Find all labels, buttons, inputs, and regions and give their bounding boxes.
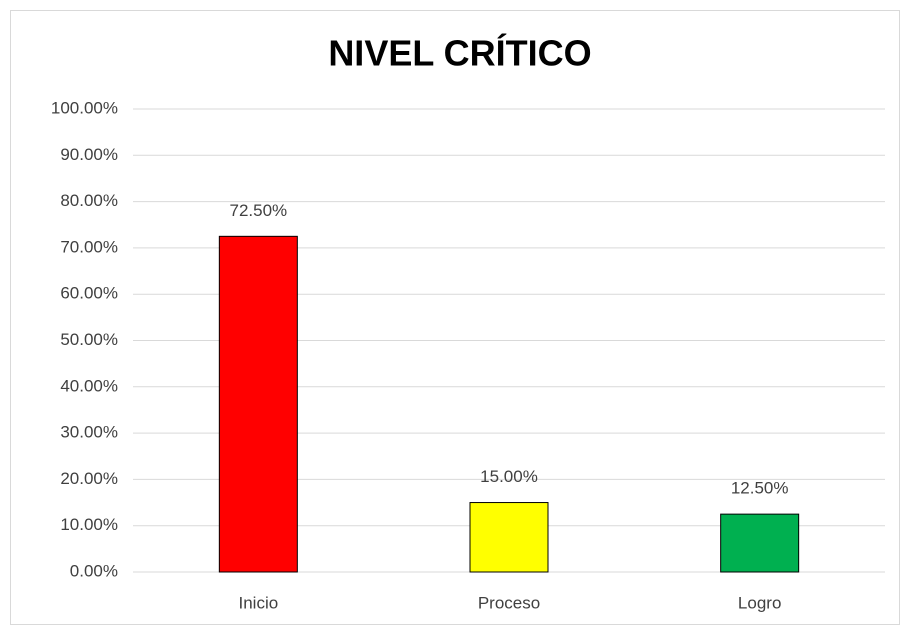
y-tick-label: 90.00% (60, 145, 118, 164)
y-tick-label: 0.00% (70, 561, 118, 580)
bar (218, 235, 298, 573)
y-tick-label: 40.00% (60, 376, 118, 395)
bar (720, 513, 800, 573)
data-label: 15.00% (480, 467, 538, 486)
x-tick-label: Logro (738, 593, 781, 612)
data-label: 72.50% (229, 201, 287, 220)
y-tick-label: 50.00% (60, 330, 118, 349)
x-tick-label: Inicio (238, 593, 278, 612)
chart-title: NIVEL CRÍTICO (328, 33, 591, 74)
bar (469, 502, 549, 573)
y-tick-label: 10.00% (60, 515, 118, 534)
data-label: 12.50% (731, 479, 789, 498)
x-tick-label: Proceso (478, 593, 540, 612)
y-tick-label: 60.00% (60, 284, 118, 303)
y-tick-label: 30.00% (60, 423, 118, 442)
y-tick-label: 80.00% (60, 191, 118, 210)
y-tick-label: 70.00% (60, 237, 118, 256)
y-tick-label: 20.00% (60, 469, 118, 488)
y-tick-label: 100.00% (51, 98, 118, 117)
